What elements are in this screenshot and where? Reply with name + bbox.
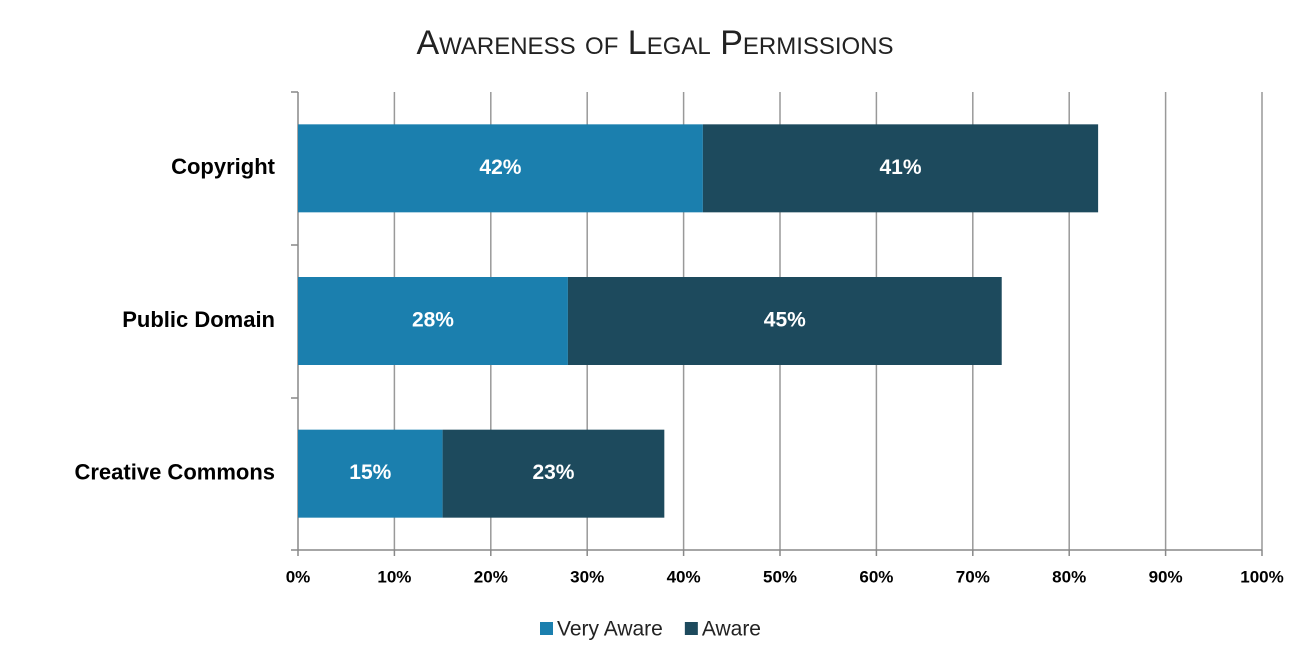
- value-label: 23%: [532, 461, 574, 484]
- legend-label: Aware: [702, 618, 761, 641]
- value-label: 28%: [412, 309, 454, 332]
- bar-segment: [298, 277, 568, 365]
- value-label: 41%: [879, 156, 921, 179]
- y-tick-label: Creative Commons: [74, 459, 275, 484]
- bar-segment: [702, 124, 1099, 213]
- x-tick-label: 70%: [956, 567, 990, 586]
- x-tick-label: 10%: [377, 567, 411, 586]
- x-tick-label: 60%: [859, 567, 893, 586]
- value-label: 45%: [764, 309, 806, 332]
- bar-segment: [442, 429, 665, 518]
- x-tick-label: 80%: [1052, 567, 1086, 586]
- x-tick-label: 90%: [1149, 567, 1183, 586]
- x-tick-label: 40%: [667, 567, 701, 586]
- x-tick-label: 30%: [570, 567, 604, 586]
- x-tick-label: 50%: [763, 567, 797, 586]
- bar-segment: [298, 429, 443, 518]
- legend-swatch: [684, 622, 698, 635]
- x-tick-label: 100%: [1240, 567, 1283, 586]
- y-tick-label: Copyright: [171, 154, 276, 179]
- axis-frame: [291, 91, 299, 551]
- chart-title: Awareness of Legal Permissions: [416, 24, 893, 62]
- bar-segment: [567, 277, 1002, 365]
- bar-segment: [298, 124, 703, 213]
- y-tick-label: Public Domain: [122, 307, 275, 332]
- legend-swatch: [540, 622, 553, 635]
- x-tick-label: 20%: [474, 567, 508, 586]
- legend-label: Very Aware: [557, 618, 663, 641]
- x-tick-label: 0%: [286, 567, 311, 586]
- value-label: 42%: [479, 156, 521, 179]
- value-label: 15%: [349, 461, 391, 484]
